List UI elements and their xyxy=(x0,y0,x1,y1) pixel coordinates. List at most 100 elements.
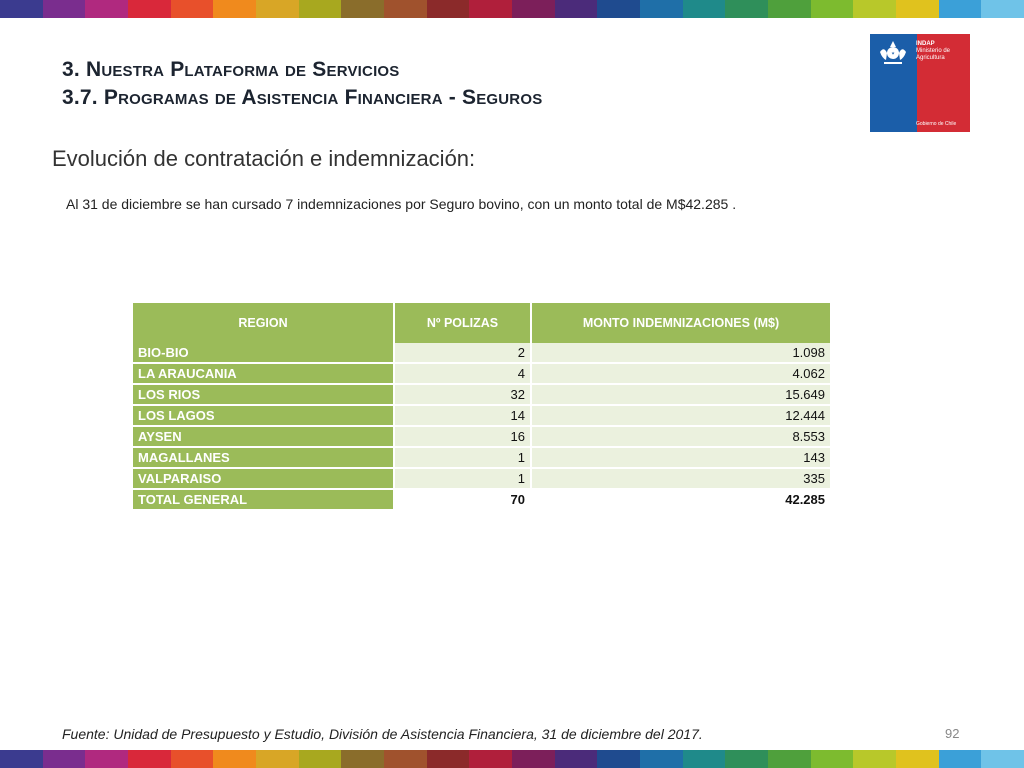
region-cell: MAGALLANES xyxy=(133,447,395,469)
stripe-segment xyxy=(170,0,214,18)
stripe-segment xyxy=(981,0,1024,18)
stripe-segment xyxy=(768,750,811,768)
total-monto-cell: 42.285 xyxy=(531,489,830,511)
stripe-segment xyxy=(256,750,299,768)
stripe-segment xyxy=(298,750,342,768)
summary-note: Al 31 de diciembre se han cursado 7 inde… xyxy=(66,196,737,212)
stripe-segment xyxy=(597,750,641,768)
table-row: LOS RIOS 32 15.649 xyxy=(133,384,830,406)
stripe-segment xyxy=(682,0,726,18)
region-cell: AYSEN xyxy=(133,426,395,448)
section-subtitle: Evolución de contratación e indemnizació… xyxy=(52,146,476,171)
stripe-segment xyxy=(42,0,86,18)
logo-red-block xyxy=(917,34,970,132)
table-row: MAGALLANES 1 143 xyxy=(133,447,830,469)
stripe-segment xyxy=(426,750,470,768)
stripe-segment xyxy=(341,750,385,768)
table-row: VALPARAISO 1 335 xyxy=(133,468,830,490)
stripe-segment xyxy=(42,750,86,768)
stripe-segment xyxy=(469,0,513,18)
stripe-segment xyxy=(682,750,726,768)
header-polizas: Nº POLIZAS xyxy=(394,303,532,343)
stripe-segment xyxy=(725,0,769,18)
region-cell: VALPARAISO xyxy=(133,468,395,490)
polizas-cell: 1 xyxy=(394,447,532,469)
table-row: LA ARAUCANIA 4 4.062 xyxy=(133,363,830,385)
stripe-segment xyxy=(896,0,939,18)
stripe-segment xyxy=(981,750,1024,768)
stripe-segment xyxy=(597,0,641,18)
stripe-segment xyxy=(640,750,683,768)
indemnizations-table: REGION Nº POLIZAS MONTO INDEMNIZACIONES … xyxy=(133,303,830,511)
monto-cell: 15.649 xyxy=(531,384,830,406)
bottom-color-stripe xyxy=(0,750,1024,768)
stripe-segment xyxy=(85,750,129,768)
table-row: LOS LAGOS 14 12.444 xyxy=(133,405,830,427)
logo-org-text: INDAP Ministerio de Agricultura xyxy=(916,41,950,62)
table-total-row: TOTAL GENERAL 70 42.285 xyxy=(133,489,830,511)
stripe-segment xyxy=(341,0,385,18)
header-region: REGION xyxy=(133,303,395,343)
stripe-segment xyxy=(554,750,598,768)
stripe-segment xyxy=(384,750,427,768)
stripe-segment xyxy=(512,0,555,18)
table-row: BIO-BIO 2 1.098 xyxy=(133,343,830,364)
logo-org-sub1: Ministerio de xyxy=(916,48,951,54)
total-polizas-cell: 70 xyxy=(394,489,532,511)
stripe-segment xyxy=(128,0,171,18)
stripe-segment xyxy=(554,0,598,18)
logo-org-sub2: Agricultura xyxy=(916,55,945,61)
table-row: AYSEN 16 8.553 xyxy=(133,426,830,448)
title-line-1: 3. Nuestra Plataforma de Servicios xyxy=(62,58,400,81)
region-cell: LA ARAUCANIA xyxy=(133,363,395,385)
stripe-segment xyxy=(725,750,769,768)
top-color-stripe xyxy=(0,0,1024,18)
polizas-cell: 2 xyxy=(394,343,532,364)
stripe-segment xyxy=(853,0,897,18)
region-cell: LOS LAGOS xyxy=(133,405,395,427)
stripe-segment xyxy=(0,750,43,768)
stripe-segment xyxy=(810,0,854,18)
stripe-segment xyxy=(938,750,982,768)
monto-cell: 143 xyxy=(531,447,830,469)
table-header-row: REGION Nº POLIZAS MONTO INDEMNIZACIONES … xyxy=(133,303,830,343)
stripe-segment xyxy=(938,0,982,18)
region-cell: LOS RIOS xyxy=(133,384,395,406)
stripe-segment xyxy=(170,750,214,768)
stripe-segment xyxy=(213,750,257,768)
stripe-segment xyxy=(256,0,299,18)
monto-cell: 12.444 xyxy=(531,405,830,427)
page-number: 92 xyxy=(945,726,960,741)
indap-logo: ★ INDAP Ministerio de Agricultura Gobier… xyxy=(870,34,970,132)
stripe-segment xyxy=(384,0,427,18)
polizas-cell: 32 xyxy=(394,384,532,406)
header-monto: MONTO INDEMNIZACIONES (M$) xyxy=(531,303,830,343)
stripe-segment xyxy=(810,750,854,768)
polizas-cell: 4 xyxy=(394,363,532,385)
source-note: Fuente: Unidad de Presupuesto y Estudio,… xyxy=(62,726,703,742)
title-line-2: 3.7. Programas de Asistencia Financiera … xyxy=(62,86,543,109)
stripe-segment xyxy=(213,0,257,18)
stripe-segment xyxy=(426,0,470,18)
stripe-segment xyxy=(0,0,43,18)
region-cell: BIO-BIO xyxy=(133,343,395,364)
monto-cell: 1.098 xyxy=(531,343,830,364)
monto-cell: 8.553 xyxy=(531,426,830,448)
stripe-segment xyxy=(85,0,129,18)
stripe-segment xyxy=(512,750,555,768)
stripe-segment xyxy=(128,750,171,768)
polizas-cell: 1 xyxy=(394,468,532,490)
total-label-cell: TOTAL GENERAL xyxy=(133,489,395,511)
logo-org-name: INDAP xyxy=(916,41,935,47)
logo-gov-text: Gobierno de Chile xyxy=(916,121,957,127)
chile-coat-of-arms-icon: ★ xyxy=(880,41,906,64)
stripe-segment xyxy=(298,0,342,18)
stripe-segment xyxy=(896,750,939,768)
monto-cell: 335 xyxy=(531,468,830,490)
stripe-segment xyxy=(853,750,897,768)
monto-cell: 4.062 xyxy=(531,363,830,385)
stripe-segment xyxy=(640,0,683,18)
polizas-cell: 14 xyxy=(394,405,532,427)
stripe-segment xyxy=(768,0,811,18)
polizas-cell: 16 xyxy=(394,426,532,448)
